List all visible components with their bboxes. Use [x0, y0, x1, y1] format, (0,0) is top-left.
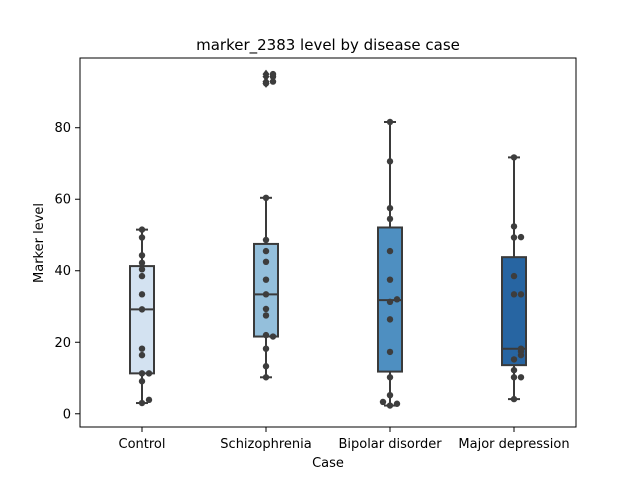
- data-point: [262, 331, 270, 339]
- data-point: [269, 70, 277, 78]
- y-tick-label: 80: [54, 121, 71, 136]
- data-point: [138, 399, 146, 407]
- data-point: [138, 266, 146, 273]
- x-tick-label: Schizophrenia: [220, 437, 311, 452]
- data-point: [393, 400, 401, 407]
- x-axis: Control Schizophrenia Bipolar disorder Majo…: [119, 427, 570, 452]
- data-point: [262, 247, 270, 255]
- data-point: [393, 296, 401, 303]
- data-point: [510, 395, 518, 403]
- plot-area: [129, 69, 527, 409]
- data-point: [386, 402, 394, 409]
- data-point: [510, 366, 518, 374]
- data-point: [262, 258, 270, 266]
- data-point: [386, 204, 394, 212]
- data-point: [138, 272, 146, 280]
- data-point: [138, 306, 146, 313]
- chart-title: marker_2383 level by disease case: [196, 36, 460, 55]
- x-tick-label: Bipolar disorder: [338, 437, 442, 452]
- data-point: [138, 252, 146, 259]
- data-point: [386, 316, 394, 323]
- data-point: [386, 298, 394, 306]
- data-point: [386, 374, 394, 381]
- data-point: [269, 78, 277, 85]
- data-point: [262, 80, 270, 87]
- y-axis: 0 20 40 60 80: [54, 121, 80, 422]
- data-point: [262, 194, 270, 202]
- x-tick-label: Major depression: [458, 437, 569, 452]
- data-point: [145, 396, 153, 404]
- data-point: [262, 312, 270, 319]
- data-point: [138, 378, 146, 385]
- data-point: [262, 345, 270, 352]
- data-point: [386, 276, 394, 283]
- data-point: [510, 154, 518, 161]
- data-point: [386, 158, 394, 165]
- data-point: [386, 118, 394, 126]
- data-point: [138, 226, 146, 233]
- data-point: [138, 259, 146, 267]
- data-point: [262, 276, 270, 283]
- y-axis-label: Marker level: [32, 203, 47, 283]
- data-point: [517, 233, 525, 241]
- data-point: [386, 348, 394, 356]
- data-point: [517, 291, 525, 298]
- data-point: [262, 374, 270, 381]
- y-tick-label: 60: [54, 193, 71, 208]
- data-point: [262, 363, 270, 370]
- data-point: [138, 345, 146, 352]
- data-point: [138, 370, 146, 377]
- data-point: [386, 391, 394, 399]
- data-point: [510, 356, 518, 363]
- data-point: [510, 291, 518, 298]
- data-point: [269, 333, 277, 340]
- data-point: [379, 398, 387, 406]
- plot-frame: [79, 57, 577, 428]
- data-point: [262, 305, 270, 313]
- data-point: [510, 223, 518, 230]
- data-point: [138, 234, 146, 241]
- data-point: [138, 291, 146, 298]
- y-tick-label: 0: [63, 407, 71, 422]
- data-point: [386, 215, 394, 223]
- y-tick-label: 20: [54, 336, 71, 351]
- data-point: [510, 272, 518, 280]
- outlier-marker: [262, 69, 270, 79]
- data-point: [517, 345, 525, 352]
- data-point: [262, 236, 270, 244]
- data-point: [517, 374, 525, 381]
- data-point: [262, 291, 270, 298]
- data-point: [145, 370, 153, 377]
- y-tick-label: 40: [54, 264, 71, 279]
- data-point: [138, 351, 146, 359]
- x-tick-label: Control: [119, 437, 166, 452]
- data-point: [510, 374, 518, 381]
- x-axis-label: Case: [312, 456, 344, 471]
- data-point: [510, 234, 518, 241]
- data-point: [386, 247, 394, 255]
- box-schizophrenia: [253, 242, 279, 338]
